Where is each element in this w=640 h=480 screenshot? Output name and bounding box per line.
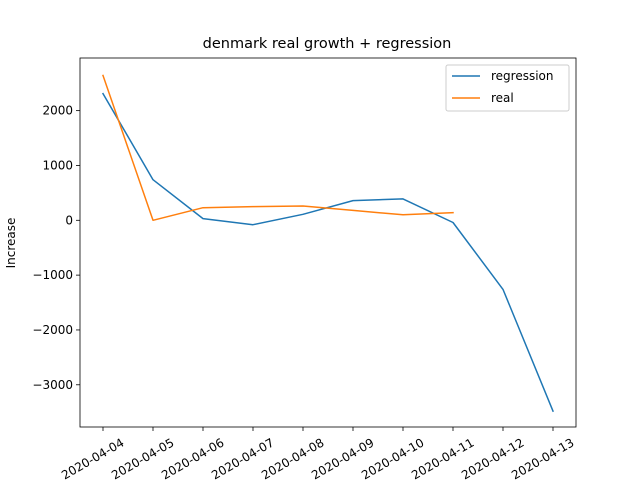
chart-title: denmark real growth + regression: [203, 36, 452, 52]
data-point-regression: [352, 200, 354, 202]
data-point-regression: [302, 214, 304, 216]
data-point-real: [102, 75, 104, 77]
series-line-real: [102, 74, 454, 222]
data-point-regression: [502, 289, 504, 291]
plot-area: [101, 74, 554, 413]
data-point-regression: [452, 222, 454, 224]
y-tick-label: 0: [65, 213, 73, 227]
y-tick-label: 1000: [42, 158, 73, 172]
data-point-real: [402, 214, 404, 216]
y-axis: 2000 1000 0 −1000 −2000 −3000: [32, 104, 80, 392]
legend: regression real: [445, 64, 570, 112]
data-point-regression: [152, 179, 154, 181]
y-tick-label: −1000: [32, 268, 73, 282]
data-point-real: [252, 206, 254, 208]
data-point-real: [302, 205, 304, 207]
y-tick-label: −3000: [32, 378, 73, 392]
y-axis-label: Increase: [4, 218, 18, 269]
legend-label-real: real: [491, 91, 514, 105]
data-point-real: [452, 212, 454, 214]
data-point-real: [202, 207, 204, 209]
data-point-regression: [402, 198, 404, 200]
data-point-regression: [102, 93, 104, 95]
data-point-regression: [202, 218, 204, 220]
data-point-regression: [252, 224, 254, 226]
y-tick-label: 2000: [42, 104, 73, 118]
data-point-regression: [552, 410, 554, 412]
data-point-real: [152, 220, 154, 222]
plot-frame: [79, 57, 577, 428]
data-point-real: [352, 210, 354, 212]
legend-label-regression: regression: [491, 69, 554, 83]
y-tick-label: −2000: [32, 323, 73, 337]
